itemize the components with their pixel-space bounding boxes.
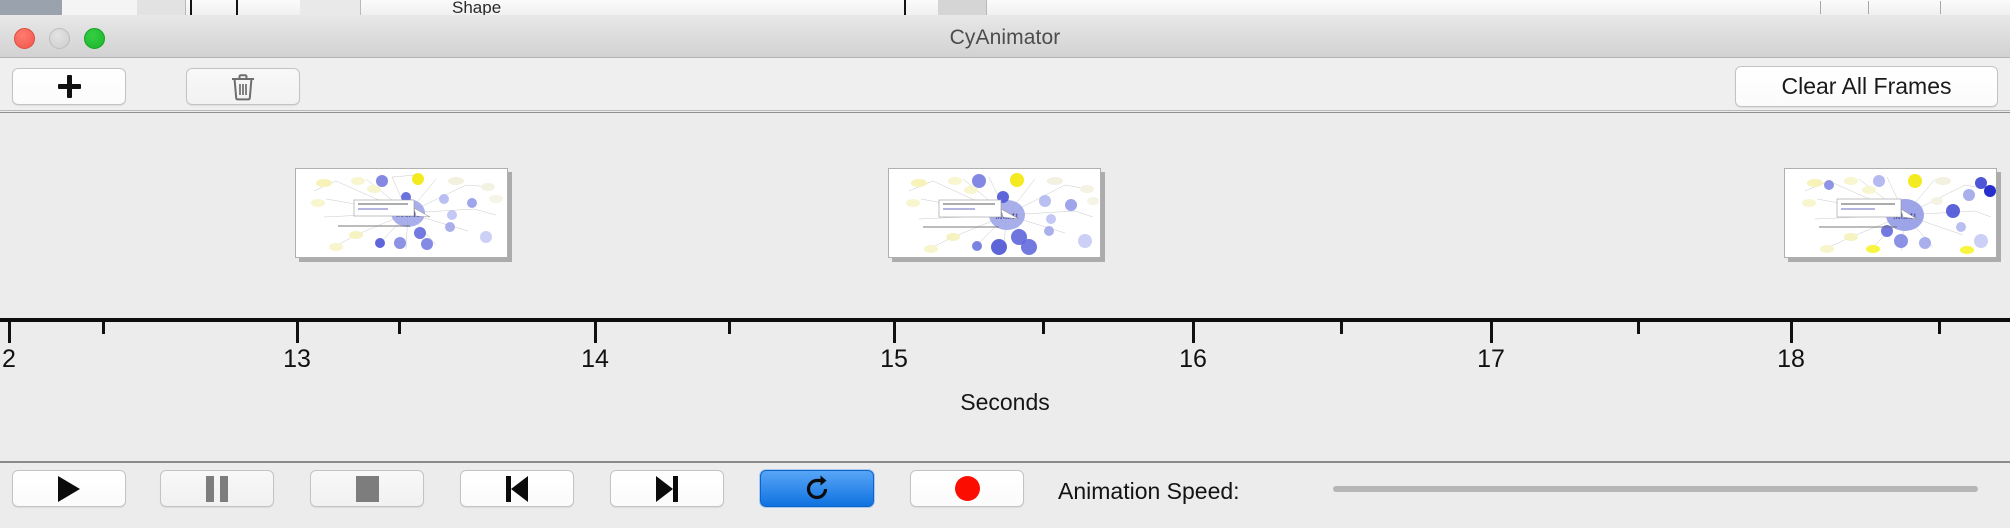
pause-icon [206,475,228,502]
ruler-tick [893,322,896,343]
frame-thumbnail-1[interactable]: MCM1 [295,168,508,258]
bg-segment [938,0,987,15]
ruler-tick-label: 13 [283,345,311,373]
ruler-tick-label: 14 [581,345,609,373]
ruler-tick-label: 2 [2,345,16,373]
timeline-panel[interactable]: MCM1 [0,112,2010,433]
network-graph-preview: MCM1 [311,173,503,251]
loop-button[interactable] [760,470,874,507]
ruler-tick [1637,322,1640,334]
frame-thumbnail-3[interactable]: MCM1 [1784,168,1997,258]
bg-tick [1940,1,1941,14]
play-button[interactable] [12,470,126,507]
ruler-tick-label: 17 [1477,345,1505,373]
minimize-button[interactable] [49,28,70,49]
ruler-tick [728,322,731,334]
timeline-ruler[interactable] [0,318,2010,322]
close-button[interactable] [14,28,35,49]
bg-segment [300,0,361,15]
ruler-tick [1042,322,1045,334]
add-frame-button[interactable] [12,68,126,105]
clear-all-frames-label: Clear All Frames [1781,73,1952,99]
stop-button[interactable] [310,470,424,507]
ruler-tick [1192,322,1195,343]
record-icon [954,476,980,501]
plus-icon [57,75,81,98]
ruler-tick-label: 15 [880,345,908,373]
delete-frame-button[interactable] [186,68,300,105]
next-frame-button[interactable] [610,470,724,507]
animation-speed-label: Animation Speed: [1058,478,1240,504]
bg-partial-label: Shape [452,0,502,16]
ruler-tick [1790,322,1793,343]
bg-segment [62,0,138,15]
play-icon [58,475,80,502]
bg-tick [190,0,192,15]
trash-icon [232,73,254,100]
window-titlebar: CyAnimator [0,15,2010,58]
network-graph-preview: MCM1 [906,173,1099,255]
transport-bar: Animation Speed: [0,461,2010,510]
skip-backward-icon [506,475,528,502]
cyanimator-window: CyAnimator Clear All Frames [0,15,2010,510]
bg-segment [0,0,63,15]
stop-icon [355,475,379,502]
ruler-tick-label: 16 [1179,345,1207,373]
ruler-tick [1938,322,1941,334]
clear-all-frames-button[interactable]: Clear All Frames [1735,66,1998,107]
window-title: CyAnimator [949,26,1061,49]
background-window-strip: Shape [0,0,2010,16]
animation-speed-slider[interactable] [1333,486,1978,492]
bg-tick [904,0,906,15]
ruler-tick [398,322,401,334]
pause-button[interactable] [160,470,274,507]
ruler-tick [1340,322,1343,334]
loop-icon [806,475,828,499]
ruler-tick-label: 18 [1777,345,1805,373]
network-graph-preview: MCM1 [1802,174,1996,254]
bg-segment [137,0,186,15]
previous-frame-button[interactable] [460,470,574,507]
skip-forward-icon [656,475,678,502]
frame-thumbnail-2[interactable]: MCM1 [888,168,1101,258]
ruler-tick [8,322,11,343]
frames-area[interactable]: MCM1 [0,113,2010,318]
ruler-tick [102,322,105,334]
ruler-tick [1490,322,1493,343]
bg-tick [1868,1,1869,14]
ruler-tick [594,322,597,343]
toolbar: Clear All Frames [0,58,2010,111]
ruler-tick [296,322,299,343]
timeline-axis-title: Seconds [960,389,1050,415]
bg-tick [236,0,238,15]
maximize-button[interactable] [84,28,105,49]
bg-tick [1820,1,1821,14]
record-button[interactable] [910,470,1024,507]
